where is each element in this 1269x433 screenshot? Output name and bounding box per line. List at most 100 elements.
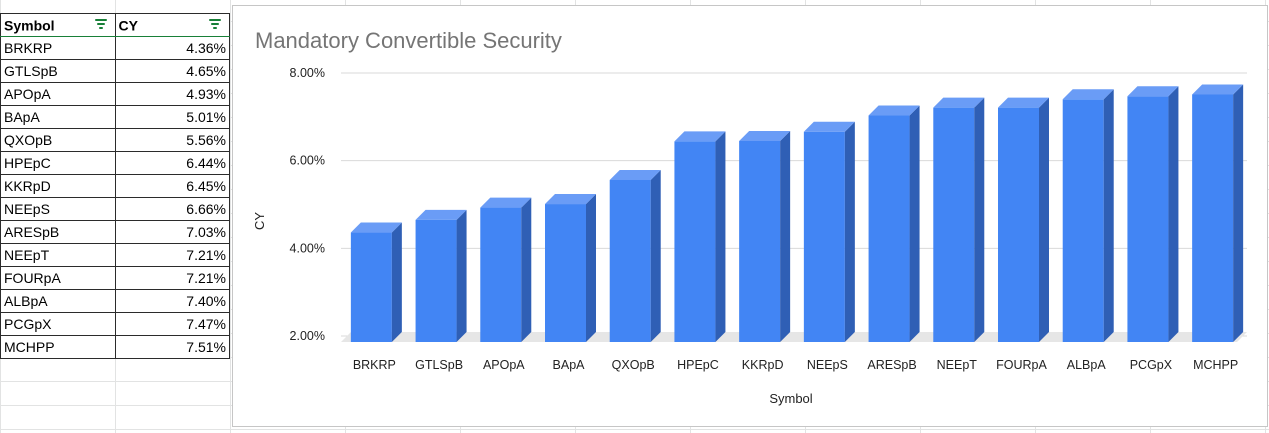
bar-top: [415, 209, 467, 220]
table-row: GTLSpB 4.65%: [0, 59, 230, 83]
cell-cy[interactable]: 5.56%: [114, 128, 230, 152]
x-tick-label: PCGpX: [1130, 358, 1173, 372]
table-row: QXOpB 5.56%: [0, 128, 230, 152]
column-header-cy[interactable]: CY: [114, 13, 230, 37]
bar-front: [1192, 94, 1234, 342]
bar[interactable]: [415, 209, 467, 342]
table-body: BRKRP 4.36% GTLSpB 4.65% APOpA 4.93% BApA 5.01%…: [0, 36, 230, 359]
bar-front: [1062, 99, 1104, 342]
bar-side: [1168, 86, 1179, 343]
x-tick-label: NEEpS: [807, 358, 848, 372]
table-row: NEEpT 7.21%: [0, 243, 230, 267]
bar-side: [974, 97, 985, 343]
cell-symbol[interactable]: KKRpD: [0, 174, 116, 198]
cell-symbol[interactable]: ALBpA: [0, 289, 116, 313]
y-tick-label: 8.00%: [290, 66, 325, 80]
bar-top: [609, 169, 661, 180]
spreadsheet-table: Symbol CY BRKRP 4.36% GTLSpB 4.65% APOpA 4.93…: [0, 13, 230, 359]
table-row: PCGpX 7.47%: [0, 312, 230, 336]
bar-front: [803, 131, 845, 342]
filter-icon[interactable]: [94, 19, 107, 31]
bar-front: [739, 140, 781, 342]
cell-cy[interactable]: 7.47%: [114, 312, 230, 336]
bar-side: [391, 222, 402, 342]
y-tick-label: 4.00%: [290, 241, 325, 255]
bar[interactable]: [1192, 84, 1244, 342]
cell-symbol[interactable]: NEEpS: [0, 197, 116, 221]
bar[interactable]: [350, 222, 402, 342]
bar-top: [1127, 86, 1179, 97]
column-header-symbol[interactable]: Symbol: [0, 13, 116, 37]
cell-symbol[interactable]: FOURpA: [0, 266, 116, 290]
cell-cy[interactable]: 7.21%: [114, 243, 230, 267]
bar-front: [415, 219, 457, 342]
bar[interactable]: [933, 97, 985, 343]
bar-top: [674, 131, 726, 142]
cell-symbol[interactable]: PCGpX: [0, 312, 116, 336]
table-row: MCHPP 7.51%: [0, 335, 230, 359]
table-row: APOpA 4.93%: [0, 82, 230, 106]
bar-side: [456, 209, 467, 342]
cell-symbol[interactable]: QXOpB: [0, 128, 116, 152]
cell-cy[interactable]: 5.01%: [114, 105, 230, 129]
table-row: BApA 5.01%: [0, 105, 230, 129]
table-row: BRKRP 4.36%: [0, 36, 230, 60]
cell-symbol[interactable]: APOpA: [0, 82, 116, 106]
bar-front: [1127, 96, 1169, 343]
bar-side: [586, 194, 596, 342]
cell-symbol[interactable]: HPEpC: [0, 151, 116, 175]
bar-front: [609, 179, 651, 342]
table-row: FOURpA 7.21%: [0, 266, 230, 290]
cell-cy[interactable]: 7.51%: [114, 335, 230, 359]
table-row: HPEpC 6.44%: [0, 151, 230, 175]
bar-front: [545, 204, 586, 342]
table-row: ARESpB 7.03%: [0, 220, 230, 244]
bar-front: [350, 232, 392, 342]
bar-top: [480, 197, 532, 208]
cell-symbol[interactable]: GTLSpB: [0, 59, 116, 83]
cell-cy[interactable]: 6.66%: [114, 197, 230, 221]
cell-symbol[interactable]: BApA: [0, 105, 116, 129]
table-row: KKRpD 6.45%: [0, 174, 230, 198]
bar-front: [933, 107, 975, 343]
bar[interactable]: [1062, 89, 1114, 342]
bar-top: [1192, 84, 1244, 95]
cell-cy[interactable]: 6.45%: [114, 174, 230, 198]
cell-cy[interactable]: 7.21%: [114, 266, 230, 290]
bar[interactable]: [998, 97, 1049, 343]
bar[interactable]: [803, 121, 855, 342]
bar[interactable]: [739, 130, 791, 342]
cell-cy[interactable]: 4.65%: [114, 59, 230, 83]
bar-side: [1039, 97, 1049, 343]
bar[interactable]: [1127, 86, 1179, 343]
x-tick-label: BRKRP: [353, 358, 396, 372]
bar[interactable]: [674, 131, 726, 342]
bar-front: [674, 141, 716, 342]
cell-symbol[interactable]: NEEpT: [0, 243, 116, 267]
cell-cy[interactable]: 6.44%: [114, 151, 230, 175]
bar-side: [521, 197, 532, 342]
cell-cy[interactable]: 4.36%: [114, 36, 230, 60]
cell-symbol[interactable]: BRKRP: [0, 36, 116, 60]
x-tick-label: APOpA: [483, 358, 525, 372]
x-tick-label: KKRpD: [742, 358, 784, 372]
cell-cy[interactable]: 4.93%: [114, 82, 230, 106]
x-tick-label: ALBpA: [1067, 358, 1107, 372]
chart-title: Mandatory Convertible Security: [255, 28, 562, 53]
cell-symbol[interactable]: MCHPP: [0, 335, 116, 359]
column-header-cy-label: CY: [118, 17, 138, 34]
bar-front: [868, 115, 910, 342]
cell-symbol[interactable]: ARESpB: [0, 220, 116, 244]
bar[interactable]: [609, 169, 661, 342]
bar-top: [868, 105, 920, 116]
bar[interactable]: [480, 197, 532, 342]
cell-cy[interactable]: 7.40%: [114, 289, 230, 313]
bar-chart[interactable]: Mandatory Convertible Security 2.00% 4.00…: [232, 5, 1268, 427]
bar-side: [909, 105, 920, 342]
bar[interactable]: [545, 194, 596, 342]
x-tick-label: NEEpT: [937, 358, 978, 372]
x-tick-label: ARESpB: [867, 358, 916, 372]
filter-icon[interactable]: [209, 19, 221, 31]
bar[interactable]: [868, 105, 920, 342]
cell-cy[interactable]: 7.03%: [114, 220, 230, 244]
